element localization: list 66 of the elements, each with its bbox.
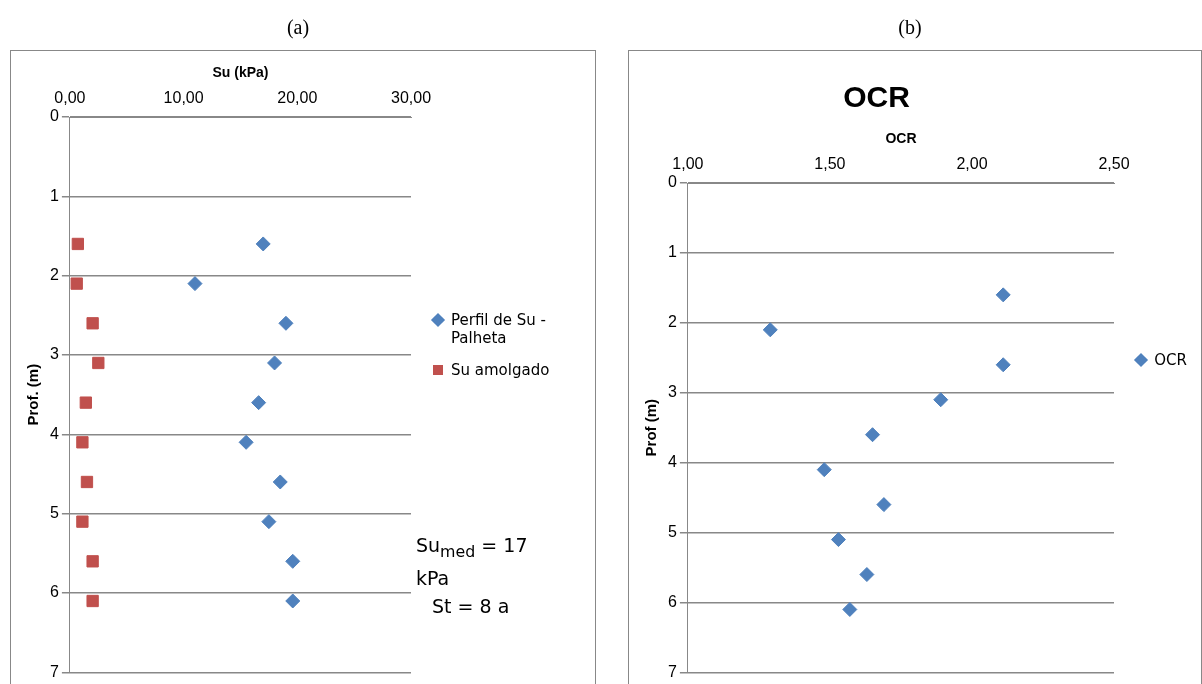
text: (a) (285, 16, 311, 39)
point (80, 475, 94, 489)
point (278, 315, 294, 331)
x-tick-label: 30,00 (390, 88, 432, 106)
text: Su$_{med}$ = 17 kPa (416, 534, 528, 589)
x-tick-label: 2,00 (956, 154, 988, 172)
text: (b) (897, 16, 923, 39)
legend-label: OCR (1154, 351, 1187, 369)
point (76, 515, 89, 528)
point (187, 276, 203, 292)
y-tick-label: 6 (49, 583, 59, 601)
x-tick-label: 0,00 (54, 88, 86, 106)
x-tick-label: 1,00 (672, 154, 704, 172)
y-tick-label: 2 (49, 266, 59, 284)
point (842, 601, 858, 617)
y-axis-title: Prof (m) (642, 398, 660, 457)
y-tick-label: 7 (49, 662, 59, 680)
point (70, 277, 83, 290)
point (816, 462, 832, 478)
point (267, 355, 283, 371)
x-tick-label: 20,00 (277, 88, 318, 106)
point (251, 395, 267, 411)
x-tick-label: 10,00 (163, 88, 204, 106)
point (255, 236, 271, 252)
point (71, 237, 85, 251)
x-axis-title: OCR (885, 130, 917, 147)
point (995, 287, 1011, 303)
point (76, 436, 89, 449)
y-tick-label: 5 (49, 504, 59, 522)
point (86, 317, 99, 330)
y-tick-label: 0 (667, 173, 677, 191)
x-axis-title: Su (kPa) (212, 64, 269, 81)
point (272, 474, 288, 490)
x-tick-label: 1,50 (814, 154, 846, 172)
x-tick-label: 2,50 (1098, 154, 1130, 172)
point (238, 434, 254, 450)
point (762, 322, 778, 338)
point (86, 555, 99, 568)
point (876, 497, 892, 513)
legend-label: Su amolgado (451, 361, 550, 379)
point (86, 594, 99, 608)
chart-title: OCR (843, 80, 911, 114)
y-tick-label: 5 (667, 522, 677, 540)
y-tick-label: 0 (49, 107, 59, 125)
y-tick-label: 1 (49, 186, 59, 204)
point (995, 357, 1011, 373)
y-tick-label: 1 (667, 243, 677, 261)
point (830, 532, 846, 548)
text: St = 8 a (431, 594, 511, 620)
point (285, 593, 301, 609)
point (933, 392, 949, 408)
point (261, 514, 277, 530)
y-tick-label: 2 (667, 313, 677, 331)
y-axis-title: Prof. (m) (24, 363, 42, 426)
y-tick-label: 4 (49, 424, 59, 442)
y-tick-label: 6 (667, 592, 677, 610)
point (865, 427, 881, 443)
point (92, 356, 105, 370)
point (859, 567, 875, 583)
legend-label: Perfil de Su - Palheta (451, 311, 548, 347)
point (79, 396, 92, 409)
point (285, 553, 301, 569)
y-tick-label: 3 (49, 345, 59, 363)
y-tick-label: 3 (667, 383, 677, 401)
y-tick-label: 4 (667, 453, 677, 471)
y-tick-label: 7 (667, 662, 677, 680)
